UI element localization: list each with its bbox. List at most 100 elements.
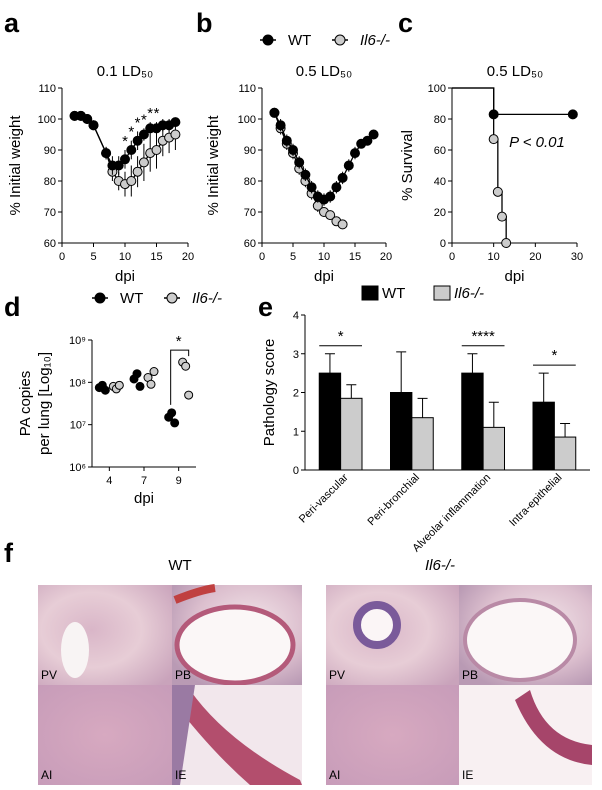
marker bbox=[269, 107, 280, 118]
tile-label: AI bbox=[41, 768, 52, 782]
y-tick-label: 60 bbox=[244, 238, 256, 250]
legend-marker bbox=[262, 34, 274, 46]
y-tick-label: 100 bbox=[428, 83, 446, 95]
legend-marker bbox=[334, 34, 346, 46]
marker bbox=[82, 114, 93, 124]
bar bbox=[553, 436, 577, 471]
x-tick-label: 30 bbox=[571, 251, 583, 263]
significance: * bbox=[176, 333, 182, 350]
significance: **** bbox=[471, 328, 495, 345]
error-bar bbox=[560, 423, 571, 438]
tissue bbox=[172, 685, 195, 785]
marker bbox=[337, 172, 348, 183]
marker bbox=[288, 145, 298, 155]
point bbox=[181, 361, 191, 371]
y-tick-label: 4 bbox=[293, 310, 299, 322]
y-tick-label: 20 bbox=[434, 207, 446, 219]
tile-label: IE bbox=[462, 768, 473, 782]
point bbox=[170, 418, 180, 428]
vessel bbox=[173, 584, 216, 604]
error-bar bbox=[538, 372, 549, 403]
y-tick-label: 0 bbox=[440, 238, 446, 250]
marker bbox=[300, 169, 311, 180]
marker bbox=[325, 210, 336, 221]
y-tick-label: 80 bbox=[44, 176, 56, 188]
x-tick-label: 15 bbox=[349, 251, 361, 263]
legend-marker bbox=[94, 292, 106, 304]
tile-label: PB bbox=[462, 668, 478, 682]
y-tick-label: 80 bbox=[244, 176, 256, 188]
marker bbox=[101, 148, 112, 159]
legend-label: Il6-/- bbox=[454, 285, 484, 302]
y-axis-label: % Survival bbox=[399, 130, 416, 201]
marker bbox=[132, 135, 143, 146]
significance: * bbox=[147, 105, 153, 122]
survival-line bbox=[452, 87, 573, 115]
legend-label: Il6-/- bbox=[192, 290, 222, 307]
marker bbox=[362, 135, 373, 146]
x-axis-label: dpi bbox=[134, 490, 154, 507]
panel-letter: b bbox=[196, 8, 213, 38]
x-tick-label: 0 bbox=[259, 251, 265, 263]
marker bbox=[331, 182, 342, 193]
x-tick-label: 5 bbox=[90, 251, 96, 263]
tile-label: PB bbox=[175, 668, 191, 682]
x-tick-label: 20 bbox=[182, 251, 194, 263]
bar bbox=[340, 397, 363, 471]
x-tick-label: 9 bbox=[176, 475, 182, 487]
marker bbox=[132, 166, 143, 177]
point bbox=[100, 385, 110, 395]
panel-letter: d bbox=[4, 292, 21, 322]
point bbox=[114, 380, 124, 390]
bronchus bbox=[463, 598, 577, 682]
point bbox=[184, 390, 194, 400]
y-axis-label: PA copies bbox=[17, 371, 34, 437]
y-tick-label: 10⁸ bbox=[69, 377, 86, 389]
significance: * bbox=[141, 111, 147, 128]
significance: * bbox=[135, 114, 141, 131]
y-tick-label: 90 bbox=[244, 145, 256, 157]
bronchus bbox=[174, 604, 296, 686]
legend-label: WT bbox=[382, 285, 405, 302]
y-tick-label: 0 bbox=[293, 465, 299, 477]
y-axis-label: per lung [Log₁₀] bbox=[36, 352, 53, 455]
y-tick-label: 80 bbox=[434, 114, 446, 126]
x-tick-label: 15 bbox=[150, 251, 162, 263]
y-axis-label: % Initial weight bbox=[7, 115, 24, 216]
p-value: P < 0.01 bbox=[509, 134, 565, 151]
y-axis-label: Pathology score bbox=[261, 339, 278, 447]
tile-label: IE bbox=[175, 768, 186, 782]
marker bbox=[337, 219, 348, 230]
y-tick-label: 70 bbox=[44, 207, 56, 219]
bar bbox=[532, 401, 555, 471]
vessel bbox=[353, 601, 401, 649]
marker bbox=[306, 182, 317, 193]
y-tick-label: 10⁷ bbox=[70, 420, 86, 432]
legend-label: WT bbox=[288, 32, 311, 49]
x-tick-label: 10 bbox=[119, 251, 131, 263]
legend-swatch bbox=[361, 285, 379, 301]
marker bbox=[343, 160, 354, 171]
marker bbox=[151, 145, 162, 155]
marker bbox=[497, 211, 507, 222]
tile-label: AI bbox=[329, 768, 340, 782]
marker bbox=[113, 160, 124, 171]
legend-label: Il6-/- bbox=[360, 32, 390, 49]
x-tick-label: Peri-vascular bbox=[297, 471, 351, 525]
point bbox=[149, 367, 159, 377]
marker bbox=[120, 154, 130, 165]
x-tick-label: 5 bbox=[290, 251, 296, 263]
bar bbox=[411, 417, 434, 471]
x-tick-label: 0 bbox=[449, 251, 455, 263]
y-tick-label: 3 bbox=[293, 349, 299, 361]
marker bbox=[488, 109, 499, 120]
survival-line bbox=[452, 87, 507, 243]
x-tick-label: Alveolar inflammation bbox=[410, 472, 493, 555]
legend-swatch bbox=[433, 285, 451, 301]
y-tick-label: 10⁹ bbox=[69, 335, 86, 347]
y-tick-label: 90 bbox=[44, 145, 56, 157]
marker bbox=[126, 145, 137, 155]
marker bbox=[138, 157, 149, 168]
marker bbox=[501, 238, 512, 248]
significance: * bbox=[551, 347, 557, 364]
